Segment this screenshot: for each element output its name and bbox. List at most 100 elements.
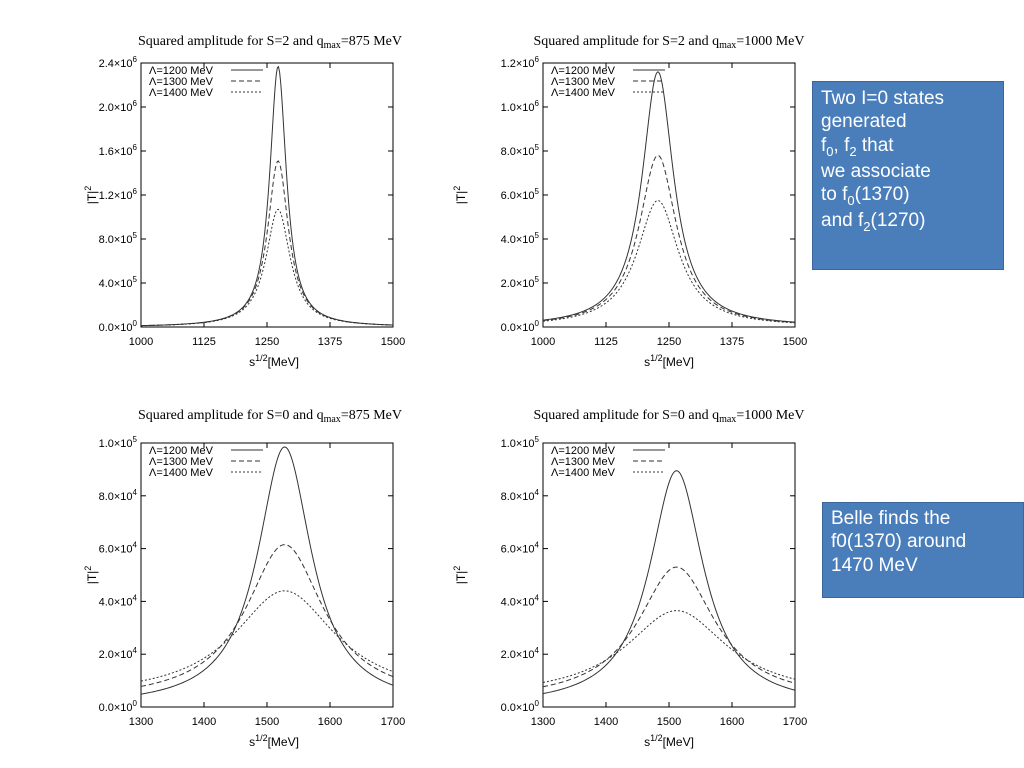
x-tick-label: 1375 — [318, 336, 342, 348]
note-line: we associate — [821, 160, 931, 182]
series-line-2 — [543, 566, 795, 688]
x-tick-label: 1700 — [783, 716, 807, 728]
note-line: f0, f2 that — [821, 134, 894, 159]
x-tick-label: 1000 — [531, 336, 555, 348]
x-tick-label: 1700 — [381, 716, 405, 728]
x-axis-label: s1/2[MeV] — [644, 733, 694, 749]
y-tick-label: 0.0×100 — [501, 319, 540, 334]
y-axis-label: |T|2 — [83, 566, 99, 585]
x-tick-label: 1500 — [783, 336, 807, 348]
y-tick-label: 2.0×104 — [99, 646, 138, 661]
legend-label: Λ=1300 MeV — [149, 76, 214, 88]
series-line-1 — [543, 470, 795, 695]
y-tick-label: 6.0×105 — [501, 187, 540, 202]
y-tick-label: 6.0×104 — [99, 541, 138, 556]
plot-frame — [542, 62, 796, 328]
y-tick-label: 4.0×104 — [99, 593, 138, 608]
series-line-3 — [141, 208, 393, 327]
note-line: Belle finds the — [831, 508, 951, 529]
chart-title: Squared amplitude for S=0 and qmax=875 M… — [138, 408, 402, 425]
chart-panel-1: Squared amplitude for S=2 and qmax=875 M… — [83, 34, 405, 369]
note-line: 1470 MeV — [831, 554, 918, 576]
y-axis-label: |T|2 — [452, 566, 468, 585]
note-box-belle: Belle finds the f0(1370) around 1470 MeV — [822, 502, 1024, 598]
legend-label: Λ=1200 MeV — [551, 65, 616, 77]
note-line: generated — [821, 111, 907, 133]
x-tick-label: 1400 — [594, 716, 618, 728]
x-tick-label: 1400 — [192, 716, 216, 728]
x-tick-label: 1600 — [720, 716, 744, 728]
series-line-2 — [141, 544, 393, 687]
y-tick-label: 8.0×104 — [99, 488, 138, 503]
series-line-2 — [141, 160, 393, 327]
y-tick-label: 2.0×104 — [501, 646, 540, 661]
x-tick-label: 1300 — [531, 716, 555, 728]
y-tick-label: 2.0×106 — [99, 99, 138, 114]
y-tick-label: 1.6×106 — [99, 143, 138, 158]
y-tick-label: 8.0×105 — [99, 231, 138, 246]
x-axis-label: s1/2[MeV] — [644, 353, 694, 369]
y-tick-label: 2.4×106 — [99, 55, 138, 70]
legend-label: Λ=1400 MeV — [149, 87, 214, 99]
chart-panel-3: Squared amplitude for S=0 and qmax=875 M… — [83, 408, 405, 749]
y-tick-label: 2.0×105 — [501, 275, 540, 290]
y-tick-label: 8.0×104 — [501, 488, 540, 503]
x-axis-label: s1/2[MeV] — [249, 733, 299, 749]
y-tick-label: 6.0×104 — [501, 541, 540, 556]
x-tick-label: 1600 — [318, 716, 342, 728]
legend-label: Λ=1300 MeV — [551, 76, 616, 88]
y-tick-label: 1.0×105 — [99, 435, 138, 450]
y-tick-label: 4.0×105 — [99, 275, 138, 290]
note-box-states: Two I=0 states generated f0, f2 that we ass… — [812, 81, 1004, 270]
note-line: to f0(1370) — [821, 183, 910, 208]
series-line-2 — [543, 154, 795, 323]
x-tick-label: 1250 — [255, 336, 279, 348]
legend-label: Λ=1200 MeV — [149, 65, 214, 77]
y-axis-label: |T|2 — [452, 186, 468, 205]
y-tick-label: 8.0×105 — [501, 143, 540, 158]
x-tick-label: 1500 — [657, 716, 681, 728]
y-axis-label: |T|2 — [83, 186, 99, 205]
y-tick-label: 1.0×106 — [501, 99, 540, 114]
y-tick-label: 0.0×100 — [501, 699, 540, 714]
chart-title: Squared amplitude for S=2 and qmax=1000 … — [534, 34, 805, 51]
legend-label: Λ=1200 MeV — [551, 445, 616, 457]
x-tick-label: 1000 — [129, 336, 153, 348]
y-tick-label: 4.0×104 — [501, 593, 540, 608]
series-line-1 — [543, 71, 795, 323]
series-line-1 — [141, 446, 393, 695]
legend-label: Λ=1300 MeV — [149, 456, 214, 468]
y-tick-label: 0.0×100 — [99, 699, 138, 714]
series-line-3 — [543, 200, 795, 324]
series-line-1 — [141, 65, 393, 327]
legend-label: Λ=1400 MeV — [149, 467, 214, 479]
x-tick-label: 1375 — [720, 336, 744, 348]
y-tick-label: 0.0×100 — [99, 319, 138, 334]
x-tick-label: 1250 — [657, 336, 681, 348]
y-tick-label: 1.2×106 — [99, 187, 138, 202]
chart-title: Squared amplitude for S=0 and qmax=1000 … — [534, 408, 805, 425]
plot-frame — [140, 62, 394, 328]
note-line: f0(1370) around — [831, 531, 967, 553]
plot-frame — [140, 442, 394, 708]
x-tick-label: 1125 — [594, 336, 618, 348]
legend-label: Λ=1300 MeV — [551, 456, 616, 468]
chart-title: Squared amplitude for S=2 and qmax=875 M… — [138, 34, 402, 51]
legend-label: Λ=1400 MeV — [551, 467, 616, 479]
x-tick-label: 1500 — [255, 716, 279, 728]
x-tick-label: 1300 — [129, 716, 153, 728]
chart-panel-4: Squared amplitude for S=0 and qmax=1000 … — [452, 408, 807, 749]
y-tick-label: 1.0×105 — [501, 435, 540, 450]
legend-label: Λ=1200 MeV — [149, 445, 214, 457]
y-tick-label: 1.2×106 — [501, 55, 540, 70]
legend-label: Λ=1400 MeV — [551, 87, 616, 99]
note-line: Two I=0 states — [821, 88, 945, 109]
series-line-3 — [141, 590, 393, 682]
x-axis-label: s1/2[MeV] — [249, 353, 299, 369]
x-tick-label: 1500 — [381, 336, 405, 348]
chart-panel-2: Squared amplitude for S=2 and qmax=1000 … — [452, 34, 807, 369]
series-line-3 — [543, 610, 795, 683]
y-tick-label: 4.0×105 — [501, 231, 540, 246]
x-tick-label: 1125 — [192, 336, 216, 348]
